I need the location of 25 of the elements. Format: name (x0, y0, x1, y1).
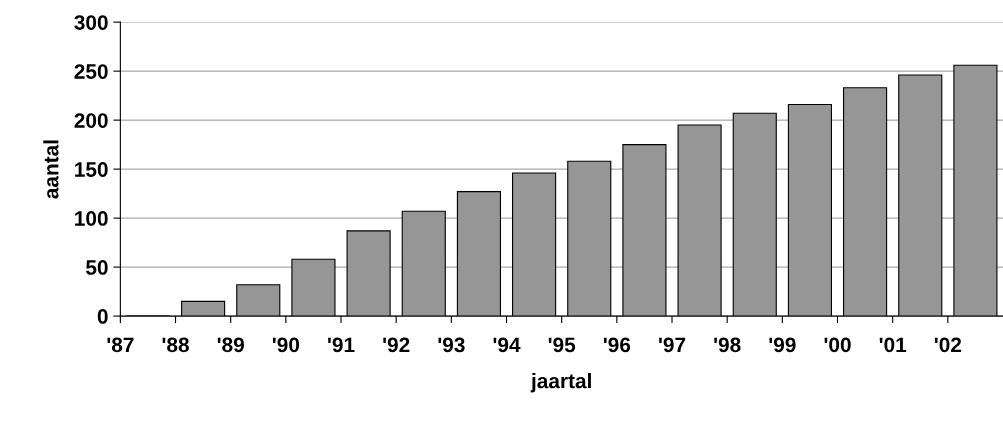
x-tick-label: '90 (272, 337, 300, 353)
x-tick-label: '97 (659, 337, 686, 353)
x-tick-label: '87 (107, 337, 134, 353)
y-tick-label: 250 (74, 64, 108, 79)
y-tick-label: 50 (86, 260, 108, 275)
x-tick-label: '88 (162, 337, 189, 353)
y-tick-label: 150 (75, 162, 108, 177)
x-tick-label: '01 (879, 337, 907, 353)
y-tick-label: 200 (74, 113, 108, 128)
y-tick-label: 100 (75, 211, 108, 226)
x-tick-label: '89 (217, 337, 244, 353)
x-tick-label: '94 (493, 337, 521, 353)
x-tick-label: '91 (328, 337, 355, 353)
x-tick-label: '96 (603, 337, 631, 353)
x-tick-label: '98 (714, 337, 741, 353)
y-axis-title: aantal (43, 140, 59, 199)
x-tick-label: '93 (438, 337, 465, 353)
y-tick-label: 300 (74, 15, 108, 30)
x-tick-label: '95 (548, 337, 576, 353)
x-tick-label: '00 (824, 337, 851, 353)
x-tick-label: '99 (769, 337, 796, 353)
x-axis-title: jaartal (530, 373, 591, 393)
y-tick-label: 0 (97, 309, 108, 324)
x-tick-label: '02 (934, 337, 962, 353)
x-tick-label: '92 (383, 337, 410, 353)
